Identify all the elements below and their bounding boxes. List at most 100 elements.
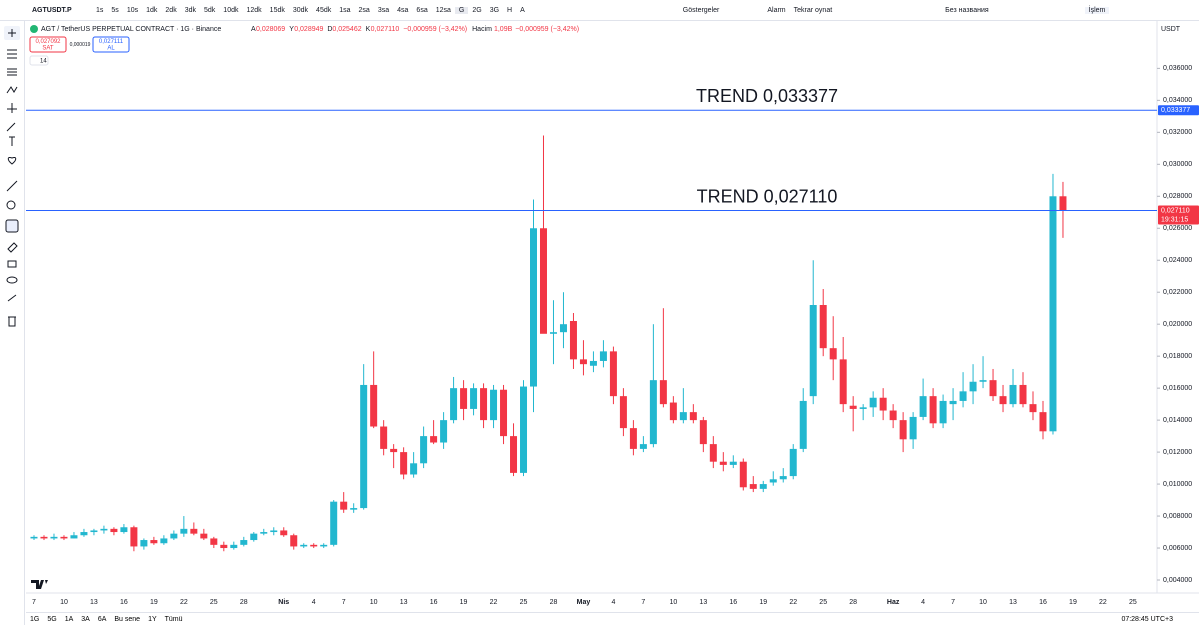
candle-body <box>180 528 188 534</box>
timeframe[interactable]: 3G <box>489 6 500 14</box>
trade[interactable]: İşlem <box>1084 6 1110 14</box>
x-tick-label: 28 <box>849 599 857 606</box>
candle-body <box>460 388 468 409</box>
range[interactable]: Tümü <box>164 616 183 623</box>
timeframe[interactable]: 15dk <box>269 6 285 14</box>
candle-body <box>50 536 58 539</box>
range[interactable]: 6A <box>97 616 107 623</box>
candle-body <box>330 501 338 545</box>
range[interactable]: 1A <box>64 616 74 623</box>
range[interactable]: 3A <box>81 616 90 623</box>
y-tick-label: 0,034000 <box>1163 97 1192 104</box>
timeframe[interactable]: 2dk <box>165 6 177 14</box>
candle-body <box>659 380 667 405</box>
sell-box[interactable] <box>29 36 67 53</box>
range[interactable]: Bu sene <box>114 616 141 623</box>
ohlc-key: A <box>251 26 256 33</box>
timeframe[interactable]: 1s <box>96 6 104 14</box>
candle-body <box>799 400 807 449</box>
candle-body <box>719 461 727 465</box>
symbol[interactable]: AGTUSDT.P <box>32 6 72 14</box>
buy-box[interactable] <box>92 36 130 53</box>
candle-body <box>250 533 258 541</box>
candle-body <box>450 388 458 421</box>
x-tick-label: 28 <box>550 599 558 606</box>
x-tick-label: 4 <box>312 599 316 606</box>
candle-body <box>629 428 637 449</box>
timeframe[interactable]: 1dk <box>146 6 158 14</box>
candle-body <box>200 533 208 539</box>
volume-label: Hacim <box>472 26 492 33</box>
timeframe[interactable]: 5dk <box>204 6 216 14</box>
ohlc-value: 0,028949 <box>294 26 323 33</box>
top-toolbar: AGTUSDT.P 1s 5s 10s 1dk 2dk 3dk 5dk 10dk 12dk 15dk… <box>0 0 1199 21</box>
replay[interactable]: Tekrar oynat <box>793 6 833 14</box>
y-tick-label: 0,028000 <box>1163 193 1192 200</box>
y-tick-label: 0,032000 <box>1163 129 1192 136</box>
alarm[interactable]: Alarm <box>767 6 786 14</box>
candle-body <box>949 400 957 405</box>
candle-body <box>120 527 128 533</box>
candle-body <box>929 396 937 424</box>
y-tick-label: 0,030000 <box>1163 161 1192 168</box>
x-tick-label: 13 <box>1009 599 1017 606</box>
x-tick-label: May <box>577 599 591 606</box>
timeframe[interactable]: 4sa <box>397 6 409 14</box>
timeframe[interactable]: 10dk <box>223 6 239 14</box>
candle-body <box>440 420 448 443</box>
ohlc-key: Y <box>289 26 294 33</box>
timeframe[interactable]: 2G <box>472 6 482 14</box>
indicators[interactable]: Göstergeler <box>682 6 720 14</box>
timeframe[interactable]: 3sa <box>377 6 390 14</box>
candle-body <box>539 228 547 334</box>
x-tick-label: 4 <box>611 599 615 606</box>
range[interactable]: 1G <box>30 616 40 623</box>
candle-body <box>60 536 68 539</box>
candle-body <box>1049 196 1057 432</box>
timeframe[interactable]: 45dk <box>316 6 332 14</box>
candle-body <box>210 538 218 545</box>
candle-body <box>729 461 737 465</box>
timeframe[interactable]: 10s <box>126 6 139 14</box>
timeframe[interactable]: H <box>507 6 513 14</box>
candle-body <box>100 528 108 531</box>
candle-body <box>420 436 428 464</box>
timeframe[interactable]: 2sa <box>358 6 370 14</box>
candle-body <box>370 384 378 427</box>
candle-body <box>1009 384 1017 405</box>
buy-label: AL <box>107 46 115 52</box>
x-tick-label: 7 <box>951 599 955 606</box>
candle-body <box>220 544 228 549</box>
candle-body <box>1059 196 1067 211</box>
y-tick-label: 0,026000 <box>1163 225 1192 232</box>
timeframe[interactable]: 30dk <box>292 6 309 14</box>
candle-body <box>400 452 408 475</box>
drawing-toolbar <box>0 21 25 625</box>
range[interactable]: 5G <box>47 616 57 623</box>
timeframe[interactable]: A <box>520 6 525 14</box>
x-tick-label: 25 <box>819 599 827 606</box>
candle-body <box>30 536 38 539</box>
last-price: 0,027110 <box>1161 207 1190 214</box>
candle-body <box>549 332 557 334</box>
timeframe[interactable]: 1sa <box>339 6 351 14</box>
range[interactable]: 1Y <box>148 616 157 623</box>
candle-body <box>939 400 947 424</box>
candle-body <box>40 536 48 539</box>
timeframe[interactable]: 3dk <box>184 6 196 14</box>
candle-body <box>759 484 767 489</box>
volume-change: −0,000959 (−3,42%) <box>515 26 579 33</box>
layout-name[interactable]: Без названия <box>945 6 989 14</box>
timeframe[interactable]: 6sa <box>416 6 428 14</box>
candle-body <box>80 532 88 536</box>
timeframe[interactable]: 5s <box>111 6 119 14</box>
candle-body <box>160 538 168 544</box>
x-tick-label: 10 <box>979 599 987 606</box>
candle-body <box>290 535 298 547</box>
y-tick-label: 0,012000 <box>1163 449 1192 456</box>
timeframe[interactable]: 12sa <box>435 6 451 14</box>
timeframe[interactable]: G <box>454 6 469 14</box>
timeframe[interactable]: 12dk <box>246 6 262 14</box>
candle-body <box>879 397 887 411</box>
